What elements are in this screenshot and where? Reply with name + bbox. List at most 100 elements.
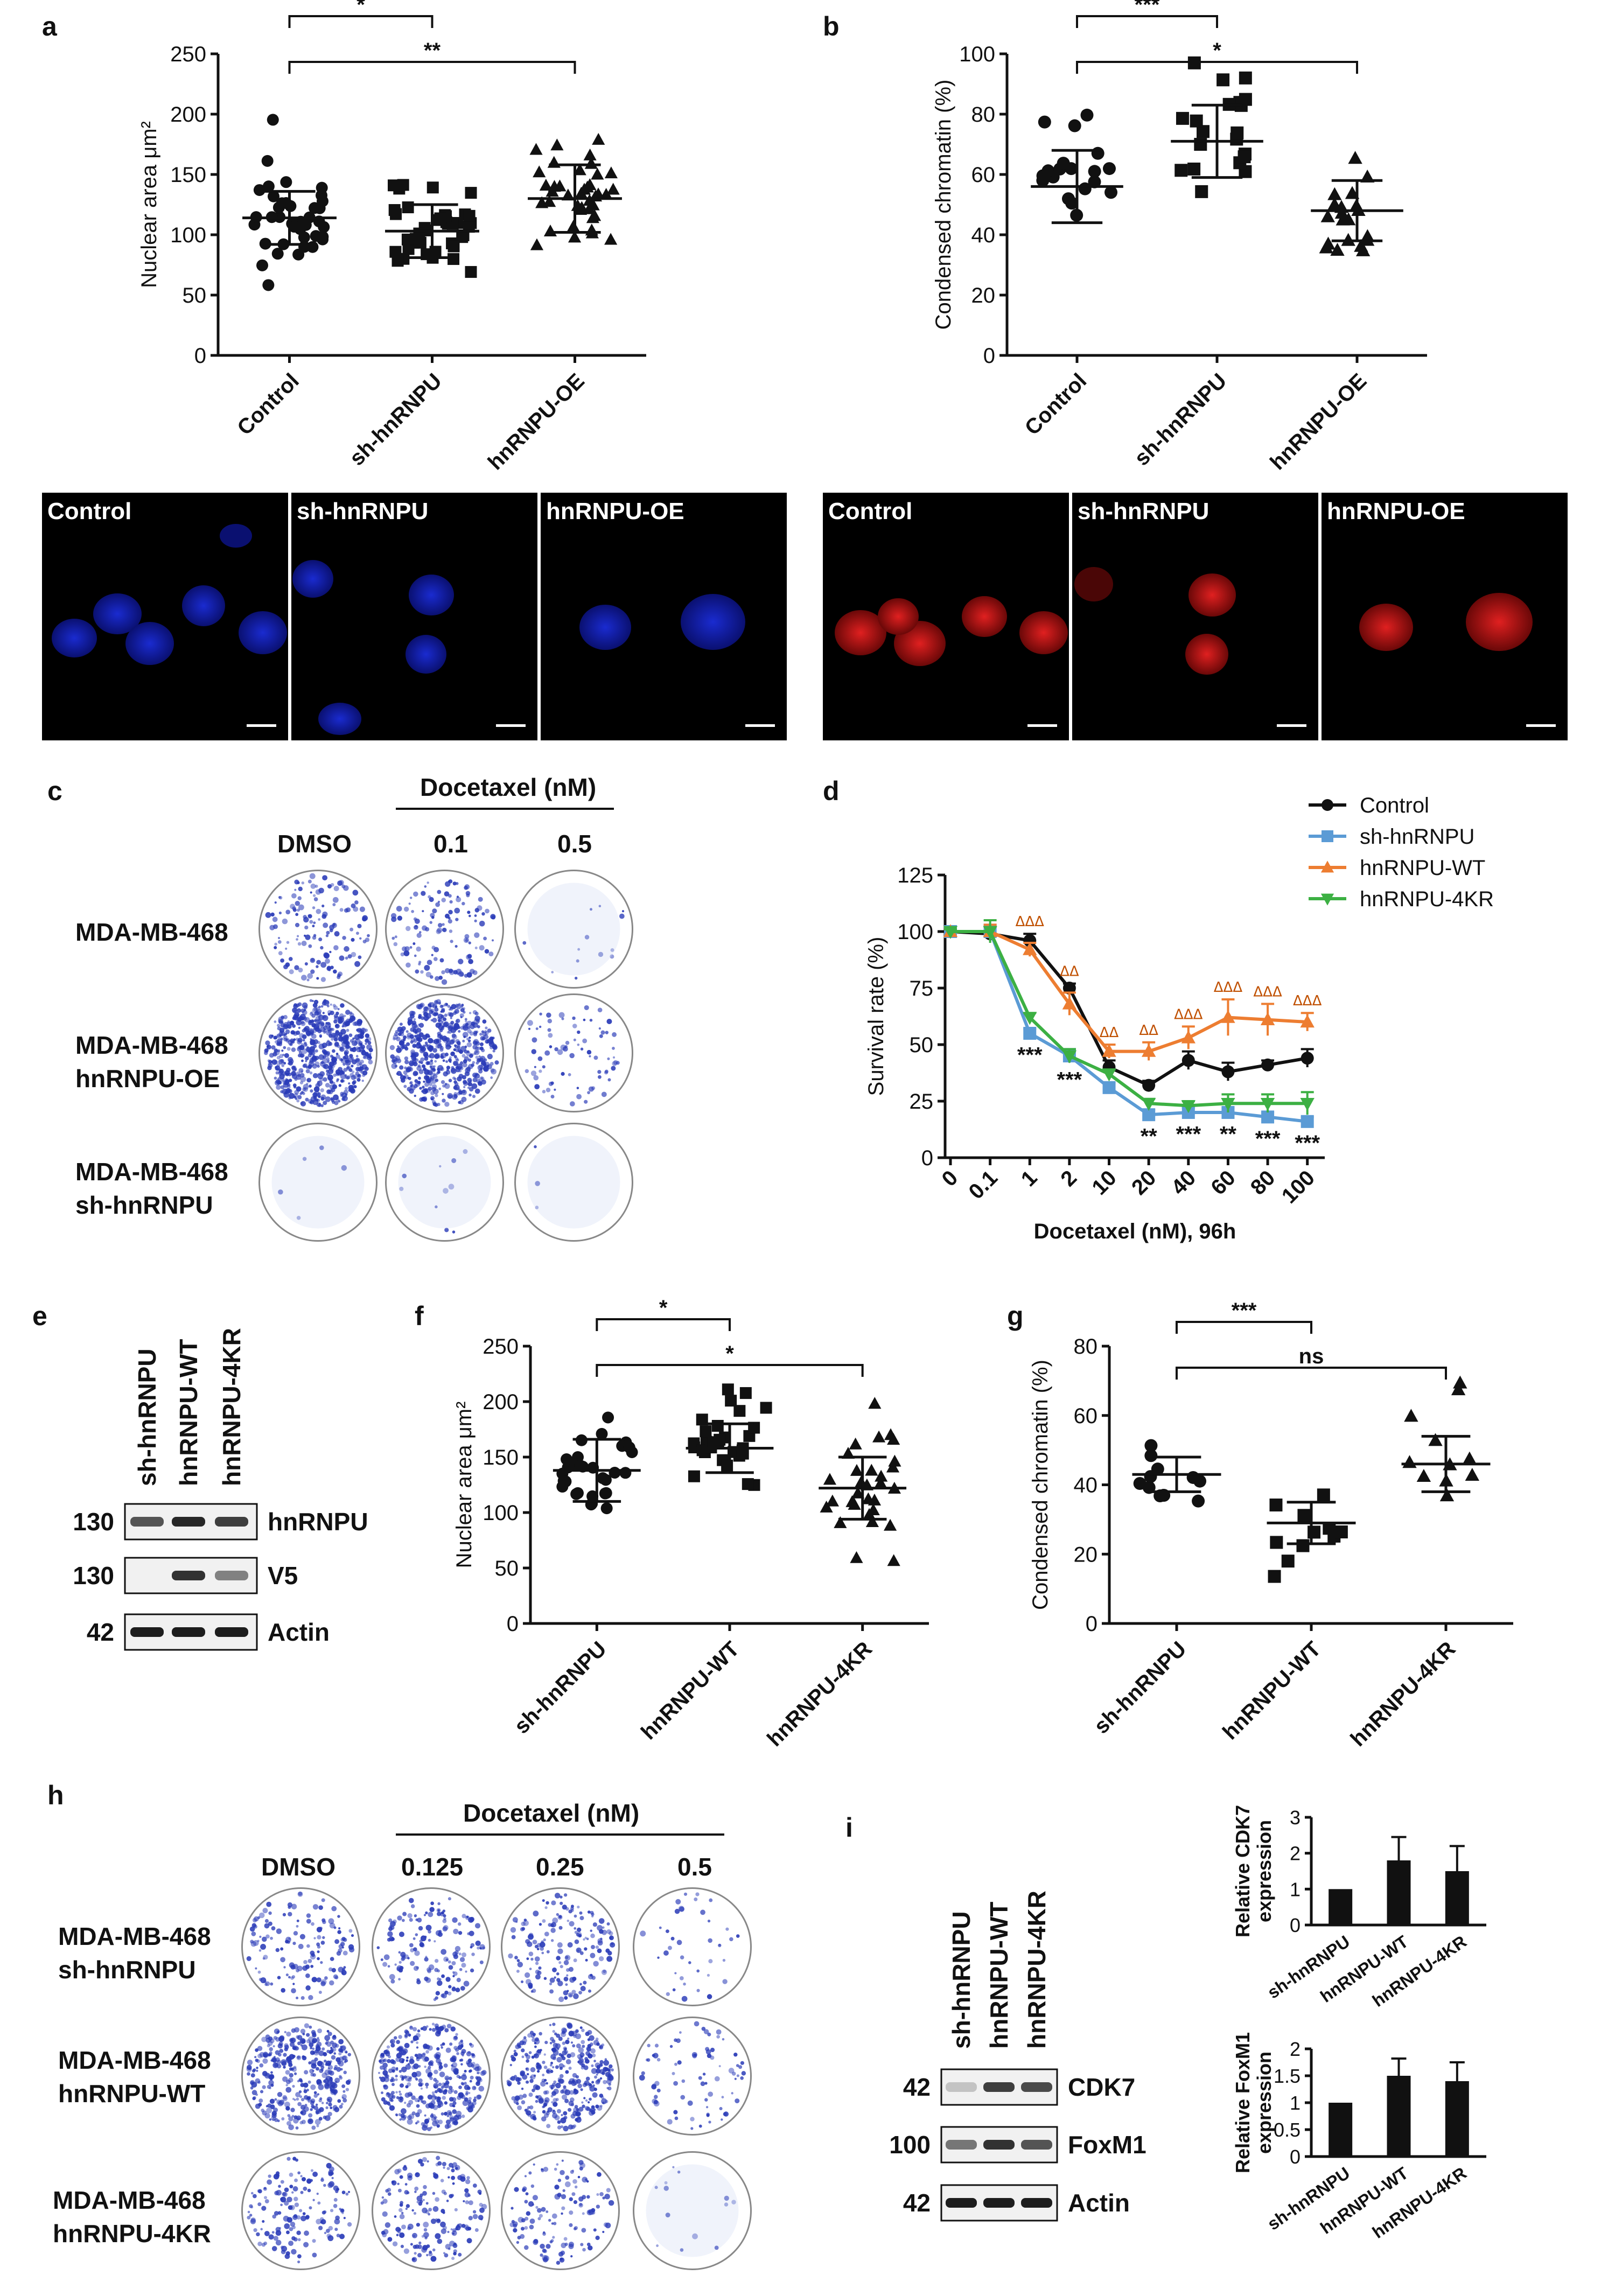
y-axis-label: Relative CDK7: [1232, 1805, 1254, 1937]
data-point: [888, 1454, 901, 1467]
data-point: [568, 230, 582, 243]
y-tick-label: 0: [1290, 2146, 1301, 2168]
panel-c-header-line: [396, 808, 614, 810]
data-point: [1062, 1050, 1077, 1063]
chromatin-image: [1074, 567, 1306, 727]
data-point: [280, 176, 292, 188]
y-tick-label: 0: [507, 1612, 519, 1636]
data-point: [725, 1395, 737, 1407]
lane-label: hnRNPU-WT: [985, 1902, 1013, 2049]
data-point: [851, 1486, 865, 1499]
data-point: [530, 238, 544, 250]
colony-plate: [633, 2017, 752, 2136]
colony-plate: [514, 870, 633, 989]
panel-c-row-1: MDA-MB-468: [75, 918, 228, 946]
colony-dots: [380, 2155, 487, 2263]
data-point: [865, 1464, 878, 1476]
western-blot-e: sh-hnRNPU hnRNPU-WT hnRNPU-4KR 130 hnRNPU 130…: [73, 1328, 368, 1651]
panel-h-header: Docetaxel (nM): [463, 1799, 640, 1827]
colony-dots: [506, 2022, 614, 2132]
micrograph-label: hnRNPU-OE: [546, 498, 684, 524]
data-point: [826, 1494, 839, 1507]
y-tick-label: 40: [971, 223, 996, 247]
band: [215, 1517, 248, 1527]
sh-significance: ***: [1057, 1068, 1082, 1092]
data-point: [1300, 1098, 1315, 1111]
sh-significance: ***: [1176, 1122, 1201, 1146]
data-point: [391, 255, 404, 267]
data-point: [448, 240, 460, 253]
data-point: [570, 1488, 583, 1500]
data-point: [983, 926, 997, 939]
y-tick-label: 250: [483, 1335, 519, 1359]
x-axis-label: Docetaxel (nM), 96h: [1034, 1220, 1236, 1243]
bar: [1445, 1871, 1469, 1925]
colony-plate: [241, 2017, 360, 2136]
data-point: [1104, 186, 1118, 199]
colony-plate: [501, 1887, 620, 2006]
colony-dots: [646, 2164, 739, 2257]
wt-significance: ΔΔΔ: [1174, 1006, 1203, 1023]
data-point: [1439, 1488, 1455, 1502]
significance-label: ***: [1135, 0, 1160, 17]
y-tick-label: 2: [1290, 2038, 1301, 2060]
y-axis-label: expression: [1253, 1820, 1275, 1922]
data-point: [550, 138, 564, 151]
data-point: [1341, 212, 1356, 226]
data-point: [604, 166, 618, 179]
data-point: [943, 926, 958, 939]
y-axis-label: Relative FoxM1: [1232, 2032, 1254, 2173]
data-point: [862, 1492, 875, 1504]
y-tick-label: 50: [495, 1557, 519, 1580]
colony-dots: [377, 2022, 487, 2131]
band: [215, 1627, 248, 1637]
data-point: [575, 201, 589, 213]
wt-significance: ΔΔ: [1100, 1025, 1119, 1041]
data-point: [688, 1470, 700, 1482]
micrograph-label: sh-hnRNPU: [297, 498, 429, 524]
colony-dots: [639, 2021, 746, 2130]
y-tick-label: 100: [170, 223, 206, 247]
panel-c-col-0-1: 0.1: [434, 830, 468, 858]
data-point: [1465, 1468, 1480, 1481]
significance-bracket: [596, 1318, 731, 1331]
data-point: [1297, 1509, 1311, 1522]
y-tick-label: 0: [1290, 1914, 1301, 1936]
wt-significance: ΔΔΔ: [1293, 993, 1322, 1009]
y-tick-label: 20: [971, 284, 996, 307]
data-point: [1023, 942, 1037, 955]
series-line: [950, 930, 1308, 1053]
bar: [1329, 1889, 1353, 1925]
data-point: [1037, 169, 1050, 183]
data-point: [883, 1518, 897, 1531]
wt-significance: ΔΔΔ: [1214, 979, 1243, 996]
significance-bracket: [1076, 15, 1218, 28]
colony-dots: [522, 883, 625, 980]
data-point: [1217, 73, 1230, 87]
band-label: FoxM1: [1068, 2131, 1146, 2159]
colony-dots: [389, 999, 499, 1107]
data-point: [1281, 1555, 1295, 1568]
data-point: [1176, 111, 1189, 125]
data-point: [884, 1428, 898, 1440]
band: [172, 1571, 205, 1580]
micrograph-red-hnrnpu-oe: hnRNPU-OE: [1322, 493, 1568, 740]
data-point: [581, 180, 594, 193]
band: [1021, 2082, 1052, 2092]
data-point: [262, 180, 275, 193]
y-tick-label: 0: [1086, 1612, 1097, 1636]
data-point: [262, 279, 275, 291]
data-point: [850, 1551, 863, 1563]
colony-dots: [527, 1136, 620, 1229]
data-point: [1238, 150, 1251, 164]
data-point: [1062, 996, 1077, 1010]
panel-label-c: c: [47, 776, 62, 806]
legend-label: hnRNPU-4KR: [1360, 887, 1494, 911]
significance-bracket: [288, 61, 576, 74]
y-tick-label: 25: [910, 1090, 934, 1114]
significance-label: ***: [1232, 1299, 1257, 1322]
data-point: [1270, 1536, 1283, 1549]
band: [1021, 2198, 1052, 2208]
